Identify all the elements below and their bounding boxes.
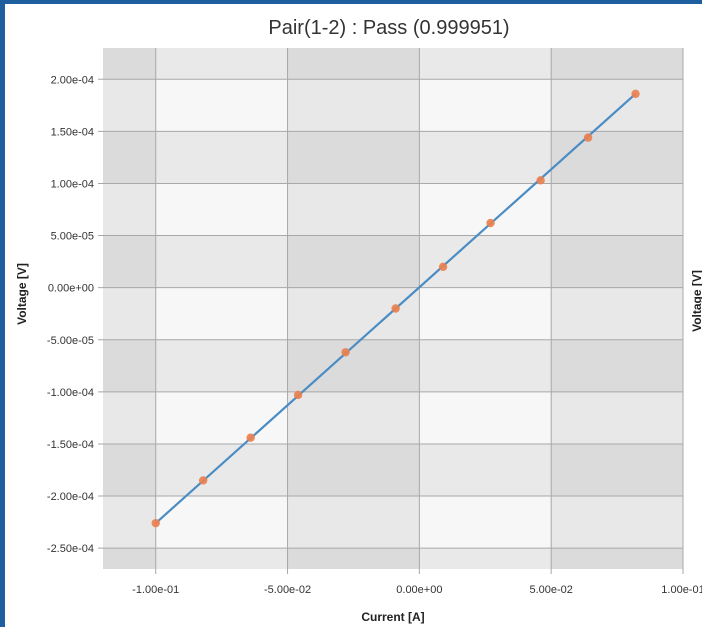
data-point bbox=[293, 390, 303, 400]
y-tick-label: -1.50e-04 bbox=[47, 439, 94, 451]
y-tick-label: 2.00e-04 bbox=[51, 74, 94, 86]
data-point bbox=[486, 218, 495, 228]
y-tick-labels: 2.00e-04 1.50e-04 1.00e-04 5.00e-05 0.00e+00… bbox=[47, 74, 94, 555]
horizontal-band bbox=[103, 235, 683, 288]
horizontal-band bbox=[103, 339, 683, 392]
data-point bbox=[341, 348, 350, 357]
x-tick-label: -1.00e-01 bbox=[132, 584, 179, 596]
y-tick-label: -2.50e-04 bbox=[47, 543, 94, 555]
gridlines bbox=[98, 48, 684, 574]
data-point bbox=[391, 304, 400, 313]
y-tick-label: -2.00e-04 bbox=[47, 491, 94, 503]
data-point bbox=[583, 133, 593, 142]
vertical-band bbox=[103, 48, 156, 569]
window-left-border bbox=[0, 0, 5, 627]
data-point bbox=[246, 433, 255, 442]
y-tick-label: 0.00e+00 bbox=[48, 283, 94, 295]
x-tick-label: -5.00e-02 bbox=[264, 584, 311, 596]
x-tick-label: 1.00e-01 bbox=[661, 584, 702, 596]
x-tick-labels: -1.00e-01 -5.00e-02 0.00e+00 5.00e-02 1.00e-… bbox=[132, 584, 702, 596]
x-axis-title: Current [A] bbox=[361, 610, 424, 624]
y-tick-label: -5.00e-05 bbox=[47, 335, 94, 347]
data-point bbox=[536, 176, 545, 185]
data-point bbox=[198, 476, 208, 485]
window-top-border bbox=[0, 0, 702, 4]
data-points-layer bbox=[151, 89, 640, 528]
y-tick-label: 1.50e-04 bbox=[51, 126, 94, 138]
horizontal-band bbox=[103, 548, 683, 569]
y-axis-title: Voltage [V] bbox=[15, 263, 29, 325]
data-point bbox=[631, 89, 640, 99]
data-point bbox=[151, 518, 160, 528]
horizontal-band bbox=[103, 48, 683, 80]
y-tick-label: 1.00e-04 bbox=[51, 178, 94, 190]
y-axis-title-right: Voltage [V] bbox=[690, 270, 702, 332]
y-tick-label: 5.00e-05 bbox=[51, 231, 94, 243]
vertical-band bbox=[551, 48, 683, 569]
horizontal-band bbox=[103, 443, 683, 497]
x-tick-label: 0.00e+00 bbox=[396, 584, 442, 596]
x-tick-label: 5.00e-02 bbox=[529, 584, 572, 596]
data-point bbox=[438, 262, 448, 272]
y-tick-label: -1.00e-04 bbox=[47, 387, 94, 399]
chart-title: Pair(1-2) : Pass (0.999951) bbox=[268, 17, 509, 39]
